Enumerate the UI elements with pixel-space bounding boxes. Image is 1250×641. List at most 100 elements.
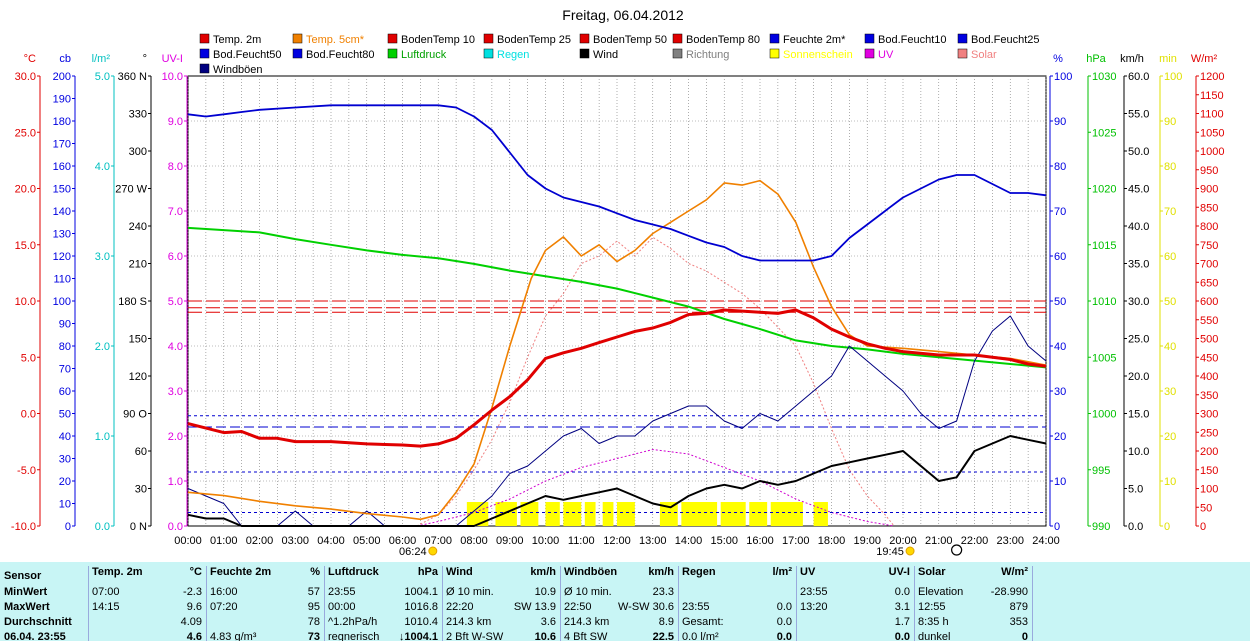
axis-tick-dir: 90 O xyxy=(123,409,147,421)
axis-tick-solar: 250 xyxy=(1200,427,1218,439)
x-tick-label: 01:00 xyxy=(210,535,238,547)
axis-tick-sun: 40 xyxy=(1164,341,1176,353)
stats-column-unit: % xyxy=(310,566,320,578)
stats-row: 12:55 879 xyxy=(918,601,1028,615)
axis-tick-cb: 110 xyxy=(53,274,71,286)
stats-cell-label: 2 Bft W-SW xyxy=(446,631,504,641)
x-tick-label: 22:00 xyxy=(961,535,989,547)
x-tick-label: 21:00 xyxy=(925,535,953,547)
axis-tick-solar: 900 xyxy=(1200,184,1218,196)
x-tick-label: 13:00 xyxy=(639,535,667,547)
axis-tick-dir: 240 xyxy=(129,221,147,233)
axis-unit-uv: UV-I xyxy=(162,53,183,65)
legend-label: Sonnenschein xyxy=(783,49,853,61)
legend-label: BodenTemp 25 xyxy=(497,34,571,46)
axis-tick-dir: 150 xyxy=(129,334,147,346)
legend-label: Feuchte 2m* xyxy=(783,34,846,46)
axis-tick-press: 990 xyxy=(1092,521,1110,533)
axis-tick-press: 1025 xyxy=(1092,127,1116,139)
axis-tick-rain: 0.0 xyxy=(95,521,110,533)
series-solar xyxy=(416,236,895,527)
sunshine-bar xyxy=(602,502,614,526)
stats-column: Feuchte 2m% 16:00 57 07:20 95 78 4.83 g/m³ 73 xyxy=(206,566,325,641)
axis-tick-hum: 90 xyxy=(1054,116,1066,128)
stats-column-title: Wind xyxy=(446,566,473,578)
stats-cell-value: 1010.4 xyxy=(404,616,438,628)
legend-label: Regen xyxy=(497,49,529,61)
legend-swatch xyxy=(672,33,683,44)
stats-column: Luftdruck hPa 23:55 1004.1 00:00 1016.8 ^1.2hP… xyxy=(324,566,443,641)
stats-cell-value: W-SW 30.6 xyxy=(617,601,674,613)
sunset-icon xyxy=(905,546,915,556)
legend-swatch xyxy=(483,48,494,59)
stats-cell-value: 353 xyxy=(1009,616,1028,628)
chart-title: Freitag, 06.04.2012 xyxy=(562,7,684,23)
axis-tick-cb: 170 xyxy=(53,139,71,151)
legend-swatch xyxy=(292,33,303,44)
axis-tick-sun: 20 xyxy=(1164,431,1176,443)
axis-tick-dir: 270 W xyxy=(115,184,147,196)
x-tick-label: 09:00 xyxy=(496,535,524,547)
axis-tick-solar: 850 xyxy=(1200,202,1218,214)
axis-tick-cb: 50 xyxy=(59,409,71,421)
sunrise-label: 06:24 xyxy=(399,546,427,558)
stats-cell-value: 0.0 xyxy=(776,616,792,628)
axis-tick-solar: 50 xyxy=(1200,502,1212,514)
series-luftdruck xyxy=(187,226,1047,369)
stats-row: 8:35 h 353 xyxy=(918,616,1028,630)
x-tick-label: 17:00 xyxy=(782,535,810,547)
sunshine-bar xyxy=(659,502,678,526)
axis-tick-dir: 360 N xyxy=(118,71,147,83)
axis-tick-wind: 40.0 xyxy=(1128,221,1149,233)
legend-swatch xyxy=(864,33,875,44)
axis-tick-wind: 5.0 xyxy=(1128,484,1143,496)
sunshine-bar xyxy=(770,502,803,526)
stats-row: 4.09 xyxy=(92,616,202,630)
axis-tick-wind: 20.0 xyxy=(1128,371,1149,383)
sunshine-bar xyxy=(584,502,596,526)
axis-tick-wind: 15.0 xyxy=(1128,409,1149,421)
axis-tick-press: 1015 xyxy=(1092,240,1116,252)
axis-tick-temp: 25.0 xyxy=(15,127,36,139)
axis-tick-solar: 500 xyxy=(1200,334,1218,346)
legend-label: Temp. 2m xyxy=(213,34,261,46)
stats-cell-label: 12:55 xyxy=(918,601,946,613)
stats-column-title: Regen xyxy=(682,566,716,578)
axis-tick-cb: 180 xyxy=(53,116,71,128)
stats-cell-label: dunkel xyxy=(918,631,951,641)
stats-column-header: Regen l/m² xyxy=(682,566,792,580)
stats-cell-label: 22:50 xyxy=(564,601,592,613)
legend-swatch xyxy=(483,33,494,44)
stats-column: Windböen km/h Ø 10 min. 23.3 22:50 W-SW 30.6 2… xyxy=(560,566,679,641)
axis-tick-cb: 140 xyxy=(53,206,71,218)
stats-row: 4 Bft SW 22.5 xyxy=(564,631,674,641)
legend-swatch xyxy=(769,33,780,44)
axis-tick-solar: 1100 xyxy=(1200,109,1224,121)
stats-column-unit: UV-I xyxy=(888,566,910,578)
axis-tick-temp: 15.0 xyxy=(15,240,36,252)
stats-avg-label: Durchschnitt xyxy=(4,616,72,628)
stats-row: 07:20 95 xyxy=(210,601,320,615)
stats-cell-value: 1.7 xyxy=(894,616,910,628)
axis-tick-wind: 0.0 xyxy=(1128,521,1143,533)
x-tick-label: 07:00 xyxy=(424,535,452,547)
axis-tick-cb: 200 xyxy=(53,71,71,83)
axis-tick-hum: 10 xyxy=(1054,476,1066,488)
axis-tick-cb: 90 xyxy=(59,319,71,331)
stats-cell-value: 0.0 xyxy=(776,631,792,641)
stats-row: Elevation -28.990 xyxy=(918,586,1028,600)
axis-tick-uv: 3.0 xyxy=(168,386,183,398)
series-temp-5cm- xyxy=(187,179,1047,521)
legend-label: Bod.Feucht25 xyxy=(971,34,1040,46)
axis-tick-sun: 10 xyxy=(1164,476,1176,488)
axis-tick-sun: 90 xyxy=(1164,116,1176,128)
axis-tick-solar: 650 xyxy=(1200,277,1218,289)
stats-cell-label: 23:55 xyxy=(328,586,356,598)
stats-column-title: UV xyxy=(800,566,816,578)
legend-label: Luftdruck xyxy=(401,49,447,61)
axis-tick-uv: 2.0 xyxy=(168,431,183,443)
stats-cell-value: 0.0 xyxy=(894,631,910,641)
legend-swatch xyxy=(387,33,398,44)
x-tick-label: 18:00 xyxy=(818,535,846,547)
stats-row: 214.3 km 8.9 xyxy=(564,616,674,630)
